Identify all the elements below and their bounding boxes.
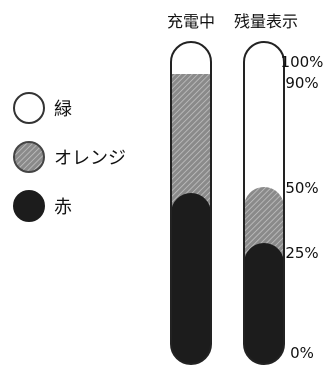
charging-red-segment xyxy=(171,193,211,364)
remaining-header: 残量表示 xyxy=(234,12,298,31)
charging-header: 充電中 xyxy=(167,12,215,31)
scale-label-100: 100% xyxy=(281,53,324,71)
remaining-bar xyxy=(243,41,285,365)
white-circle-icon xyxy=(13,92,45,124)
black-circle-icon xyxy=(13,190,45,222)
legend-label-red: 赤 xyxy=(54,197,72,218)
scale-label-50: 50% xyxy=(285,179,318,197)
legend-label-green: 緑 xyxy=(54,99,72,120)
remaining-red-segment xyxy=(244,243,284,364)
scale-label-25: 25% xyxy=(285,244,318,262)
hatched-circle-icon xyxy=(13,141,45,173)
legend-item-green: 緑 xyxy=(13,92,72,124)
charging-bar-outline xyxy=(170,41,212,365)
scale-labels: 100% 90% 50% 25% 0% xyxy=(281,53,324,362)
remaining-bar-outline xyxy=(243,41,285,365)
charging-bar xyxy=(170,41,212,365)
legend: 緑 オレンジ 赤 xyxy=(13,92,126,222)
legend-label-orange: オレンジ xyxy=(54,148,126,169)
legend-item-red: 赤 xyxy=(13,190,72,222)
legend-item-orange: オレンジ xyxy=(13,141,126,173)
scale-label-0: 0% xyxy=(290,344,314,362)
scale-label-90: 90% xyxy=(285,74,318,92)
